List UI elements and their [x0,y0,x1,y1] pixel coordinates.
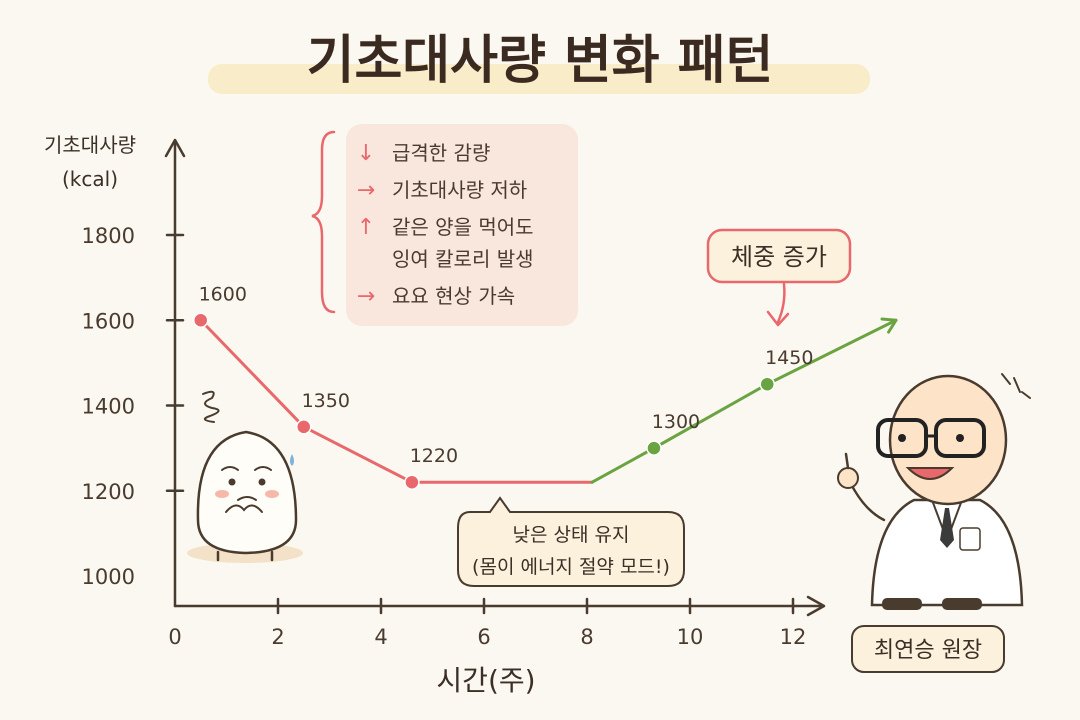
doctor-arm [848,480,886,522]
y-tick-label: 1200 [82,480,135,504]
data-point [193,312,209,328]
series-line-2 [590,318,898,484]
glasses-left-icon [876,418,928,458]
doctor-eye-right [956,434,964,442]
effect-text: 급격한 감량 [392,141,490,165]
doctor-head [888,374,1008,506]
x-tick-label: 0 [168,625,181,649]
data-label: 1220 [410,445,458,467]
character-brow-right [254,466,272,471]
y-tick-label: 1000 [82,565,135,589]
tired-character-illustration [187,390,303,563]
data-label: 1300 [652,411,700,433]
doctor-name-plate [851,625,1005,673]
series-line-1 [199,318,594,484]
y-ticks: 1000 1200 1400 1600 1800 [82,224,185,589]
low-state-bubble [457,496,685,587]
x-tick-label: 2 [271,625,284,649]
effects-brace [311,130,336,314]
sweat-drop-icon [290,454,294,466]
character-brow-left [221,466,239,471]
y-tick-label: 1400 [82,395,135,419]
character-body [196,430,298,555]
character-hands [225,504,263,513]
weight-gain-callout: 체중 증가 [706,228,852,327]
x-ticks: 0 2 4 6 8 10 12 [168,597,807,649]
character-eye-right [258,478,266,486]
y-tick-label: 1600 [82,309,135,333]
y-axis-label: 기초대사량 [44,133,136,157]
x-tick-label: 6 [477,625,490,649]
x-tick-label: 12 [780,625,807,649]
glasses-right-icon [934,418,986,458]
x-tick-label: 4 [374,625,387,649]
y-tick-label: 1800 [82,224,135,248]
title-highlight [208,64,870,94]
weight-gain-text: 체중 증가 [731,243,827,271]
dizzy-swirl-icon [202,390,220,423]
weight-gain-arrow-line [776,282,786,324]
effect-arrow-icon: → [357,178,375,203]
x-tick-label: 10 [677,625,704,649]
effect-arrow-icon: ↑ [357,215,375,240]
effect-text: 같은 양을 먹어도 [392,215,534,239]
doctor-hand [837,467,859,489]
weight-gain-bubble [706,228,852,284]
y-axis-arrow [164,138,186,158]
data-point [759,376,775,392]
effect-text-continued: 잉여 칼로리 발생 [392,247,534,271]
sparkle-lines-icon [1001,373,1031,399]
character-cheek-right [265,490,279,498]
series-arrow-head [880,317,898,334]
pointing-finger-icon [844,452,850,470]
data-label: 1450 [765,347,813,369]
character-cheek-left [215,490,229,498]
series-points [193,312,775,490]
doctor-coat [870,498,1024,607]
chart-title: 기초대사량 변화 패턴 [307,31,774,91]
effect-arrow-icon: ↓ [357,141,375,166]
series-lines [199,317,898,484]
point-labels: 1600 1350 1220 1300 1450 [199,283,814,467]
y-axis-unit: (kcal) [62,167,118,191]
doctor-illustration: 최연승 원장 [837,373,1031,673]
effect-text: 요요 현상 가속 [392,284,515,308]
x-tick-label: 8 [580,625,593,649]
doctor-mouth [905,467,955,480]
character-eye-left [228,478,236,486]
doctor-name: 최연승 원장 [874,638,982,663]
weight-gain-arrow-head [766,310,790,327]
low-state-line2: (몸이 에너지 절약 모드!) [472,556,670,578]
low-state-callout: 낮은 상태 유지 (몸이 에너지 절약 모드!) [457,496,685,587]
data-label: 1600 [199,283,247,305]
data-point [404,474,420,490]
low-state-line1: 낮은 상태 유지 [513,524,630,546]
doctor-shoe-right [942,598,982,610]
doctor-shoe-left [882,598,922,610]
x-axis-arrow [806,595,826,617]
doctor-pocket [959,527,981,551]
axes [164,138,826,617]
doctor-eye-left [898,434,906,442]
data-label: 1350 [302,390,350,412]
data-point [296,419,312,435]
data-point [646,440,662,456]
doctor-tie [940,508,954,548]
character-mouth [237,496,257,501]
effects-note-bg [346,124,578,326]
effect-arrow-icon: → [357,284,375,309]
character-feet [216,550,274,562]
effect-text: 기초대사량 저하 [392,178,527,202]
x-axis-label: 시간(주) [436,664,535,697]
